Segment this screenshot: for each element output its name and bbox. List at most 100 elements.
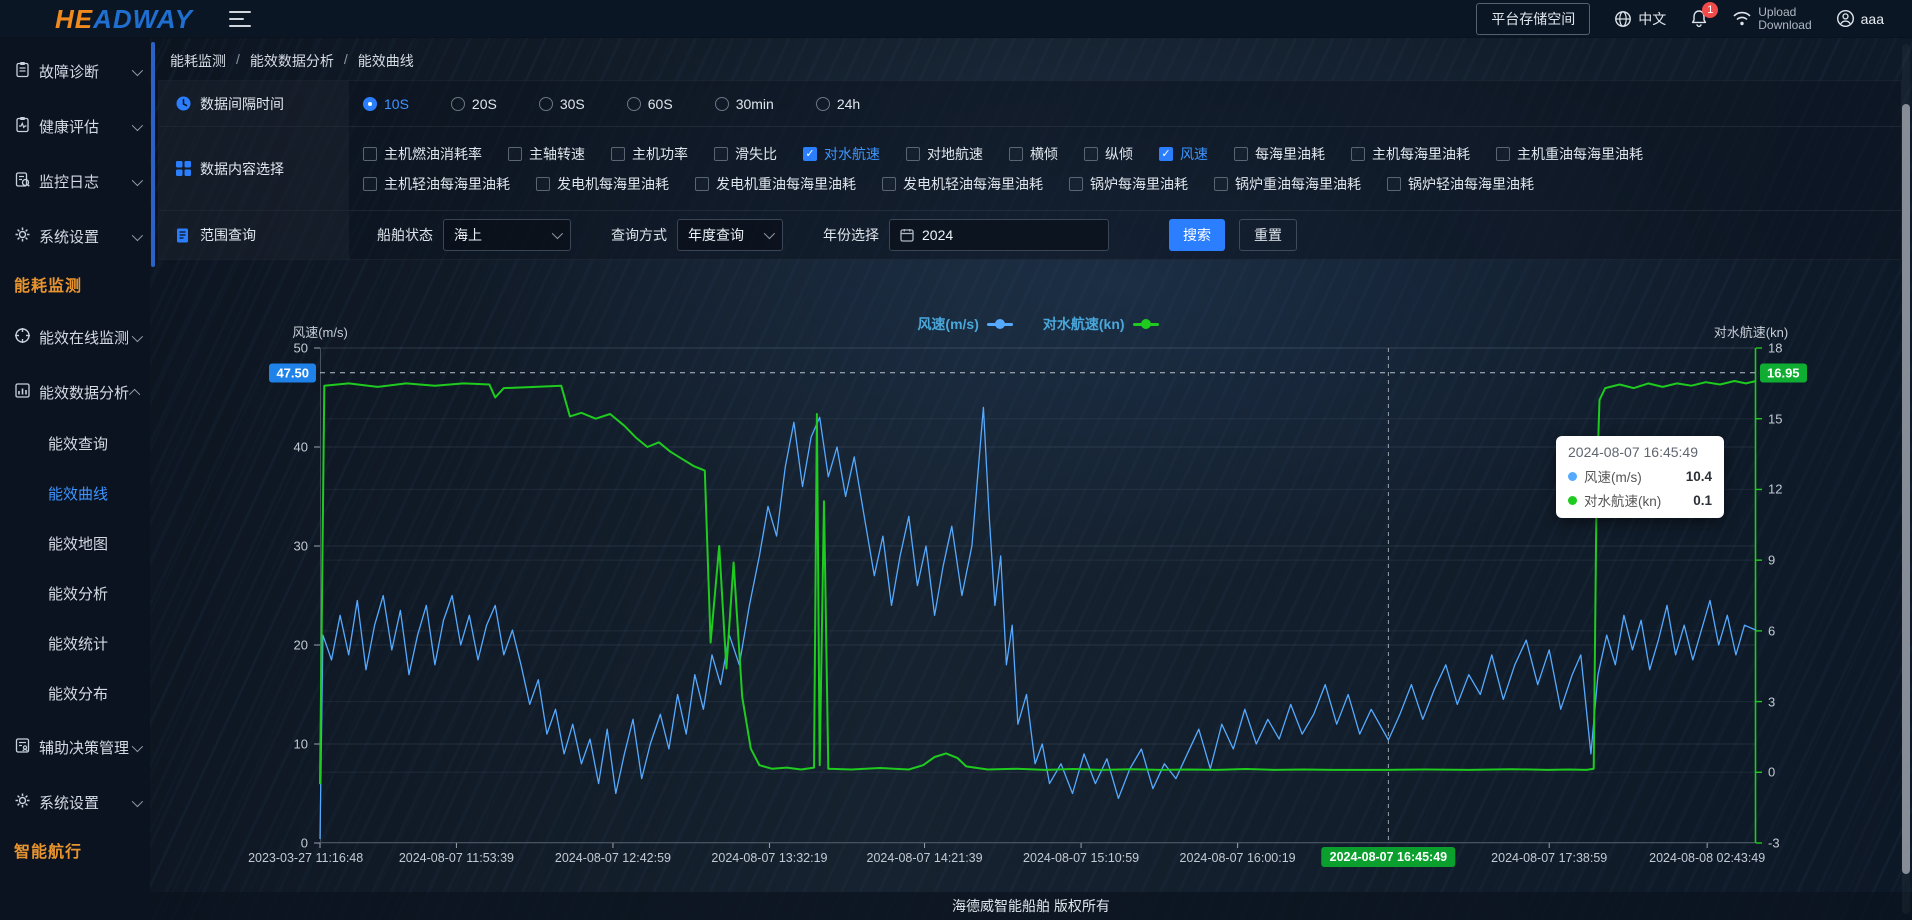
content-checkbox[interactable]: 主机轻油每海里油耗: [363, 174, 510, 194]
series-line: [319, 406, 1757, 840]
sidebar-item[interactable]: 健康评估: [0, 99, 150, 154]
x-axis-tick-label: 2024-08-07 13:32:19: [711, 851, 828, 865]
x-axis-tick-label: 2024-08-07 16:00:19: [1179, 851, 1296, 865]
checkbox-label: 主机每海里油耗: [1372, 145, 1470, 162]
sidebar-item[interactable]: 辅助决策管理: [0, 720, 150, 775]
sidebar-subitem[interactable]: 能效地图: [48, 536, 109, 553]
sidebar-item[interactable]: 能效数据分析: [0, 365, 150, 420]
sidebar-subitem[interactable]: 能效查询: [48, 436, 109, 453]
content-checkbox[interactable]: 锅炉轻油每海里油耗: [1387, 174, 1534, 194]
main-content: 能耗监测 / 能效数据分析 / 能效曲线 数据间隔时间 10S 20S 30S 60S…: [150, 38, 1912, 920]
checkbox-unchecked-icon: [695, 176, 709, 191]
notifications-button[interactable]: 1: [1690, 2, 1719, 28]
radio-label: 24h: [836, 95, 861, 112]
content-checkbox[interactable]: 锅炉重油每海里油耗: [1214, 174, 1361, 194]
content-checkbox[interactable]: 锅炉每海里油耗: [1069, 174, 1188, 194]
chevron-down-icon: [131, 330, 144, 342]
sidebar-item[interactable]: 系统设置: [0, 209, 150, 264]
sidebar-item[interactable]: 故障诊断: [0, 44, 150, 99]
interval-radio-24h[interactable]: 24h: [815, 95, 861, 112]
breadcrumb-item[interactable]: 能耗监测: [170, 53, 226, 69]
tooltip-series-label: 风速(m/s): [1584, 470, 1642, 485]
series-line: [319, 380, 1757, 785]
right-axis-tick: 6: [1768, 623, 1776, 639]
content-checkbox[interactable]: 发电机轻油每海里油耗: [882, 174, 1043, 194]
checkbox-unchecked-icon: [1214, 176, 1228, 191]
interval-radio-10s[interactable]: 10S: [363, 96, 409, 112]
year-input[interactable]: 2024: [889, 219, 1109, 251]
logo-part-right: ADWAY: [93, 3, 193, 34]
checkbox-label: 滑失比: [735, 145, 777, 162]
legend-item[interactable]: 风速(m/s): [917, 314, 1013, 334]
radio-unchecked-icon: [450, 96, 465, 111]
content-checkbox[interactable]: 主轴转速: [508, 144, 585, 164]
content-checkbox[interactable]: ✓ 风速: [1159, 144, 1208, 164]
interval-radio-60s[interactable]: 60S: [626, 96, 673, 112]
legend-item[interactable]: 对水航速(kn): [1043, 314, 1159, 334]
sidebar-subitem-active[interactable]: 能效曲线: [48, 486, 109, 503]
interval-radio-20s[interactable]: 20S: [450, 96, 497, 112]
sidebar-nav: 故障诊断 健康评估 监控日志 系统设置 能耗监测 能效在线监测 能效数据分析 能效查询 能效曲线…: [0, 38, 150, 920]
clock-icon: [176, 96, 191, 111]
checkbox-unchecked-icon: [1351, 146, 1365, 161]
platform-storage-button[interactable]: 平台存储空间: [1476, 2, 1591, 35]
upload-label: Upload: [1758, 4, 1797, 19]
sidebar-item[interactable]: 系统设置: [0, 775, 150, 830]
upload-download-button[interactable]: Upload Download: [1732, 4, 1812, 32]
radio-unchecked-icon: [538, 96, 553, 111]
sidebar-item[interactable]: 能效在线监测: [0, 310, 150, 365]
target-icon: [14, 327, 31, 348]
tooltip-row: 风速(m/s) 10.4: [1568, 466, 1712, 486]
tooltip-series-value: 10.4: [1685, 468, 1712, 484]
calendar-icon: [900, 229, 914, 242]
page-scrollbar[interactable]: [1902, 44, 1910, 914]
checkbox-label: 发电机轻油每海里油耗: [903, 175, 1043, 192]
menu-collapse-icon[interactable]: [228, 10, 251, 27]
content-checkbox[interactable]: 纵倾: [1084, 144, 1133, 164]
interval-radio-30s[interactable]: 30S: [538, 96, 585, 112]
checkbox-label: 主机功率: [632, 145, 688, 162]
content-checkbox[interactable]: 横倾: [1009, 144, 1058, 164]
checkbox-label: 锅炉重油每海里油耗: [1235, 175, 1361, 192]
interval-radio-30min[interactable]: 30min: [714, 96, 774, 112]
ship-status-select[interactable]: 海上: [443, 219, 571, 251]
language-switcher[interactable]: 中文: [1614, 9, 1666, 29]
sidebar-item[interactable]: 监控日志: [0, 154, 150, 209]
breadcrumb-item[interactable]: 能效数据分析: [249, 53, 334, 69]
checkbox-unchecked-icon: [363, 146, 377, 161]
content-checkbox[interactable]: 主机每海里油耗: [1351, 144, 1470, 164]
notification-count-badge: 1: [1702, 2, 1719, 18]
energy-curve-chart[interactable]: 风速(m/s) 对水航速(kn) 47.50 16.95 2024-08-07 …: [248, 325, 1807, 867]
page-scrollbar-thumb[interactable]: [1902, 104, 1910, 874]
content-checkbox[interactable]: 发电机每海里油耗: [536, 174, 669, 194]
reset-button[interactable]: 重置: [1239, 219, 1297, 251]
chart-canvas[interactable]: [314, 347, 1762, 848]
sidebar-subitem[interactable]: 能效分析: [48, 586, 109, 603]
content-checkbox[interactable]: 主机燃油消耗率: [363, 144, 482, 164]
sidebar-subitem[interactable]: 能效统计: [48, 636, 109, 653]
x-axis-tick-label: 2024-08-07 12:42:59: [554, 851, 671, 865]
content-checkbox[interactable]: 滑失比: [714, 144, 777, 164]
breadcrumb-item[interactable]: 能效曲线: [357, 53, 414, 69]
checkbox-unchecked-icon: [1009, 146, 1023, 161]
query-mode-select[interactable]: 年度查询: [677, 219, 783, 251]
content-checkbox[interactable]: 主机重油每海里油耗: [1496, 144, 1643, 164]
content-checkbox[interactable]: 每海里油耗: [1234, 144, 1325, 164]
ship-status-value: 海上: [454, 227, 482, 243]
copyright-text: 海德威智能船舶 版权所有: [952, 898, 1110, 914]
user-menu[interactable]: aaa: [1836, 9, 1884, 28]
content-checkbox[interactable]: 对地航速: [906, 144, 983, 164]
radio-unchecked-icon: [714, 96, 729, 111]
sidebar-scrollbar-thumb[interactable]: [151, 42, 155, 267]
content-checkbox[interactable]: 主机功率: [611, 144, 688, 164]
sidebar-subitem[interactable]: 能效分布: [48, 686, 109, 703]
search-button[interactable]: 搜索: [1169, 219, 1225, 251]
tooltip-series-dot-icon: [1568, 495, 1577, 505]
right-axis-title: 对水航速(kn): [1713, 325, 1789, 340]
left-axis-tick: 30: [293, 538, 308, 554]
range-row-label: 范围查询: [159, 211, 349, 259]
legend-label: 对水航速(kn): [1042, 316, 1125, 332]
content-checkbox[interactable]: ✓ 对水航速: [803, 144, 880, 164]
content-checkbox[interactable]: 发电机重油每海里油耗: [695, 174, 856, 194]
checkbox-label: 每海里油耗: [1255, 145, 1325, 162]
